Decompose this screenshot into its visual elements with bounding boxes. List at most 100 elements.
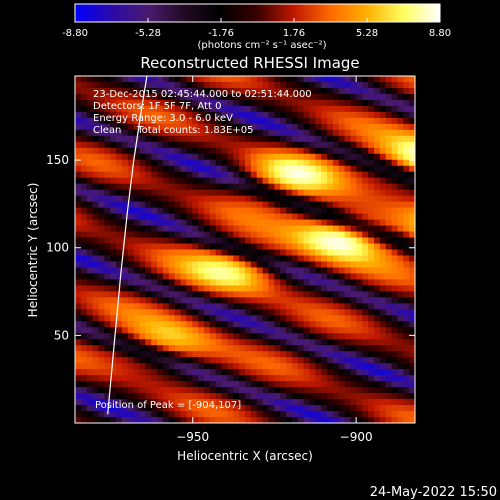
heatmap-cell — [350, 345, 357, 352]
heatmap-cell — [139, 369, 146, 376]
heatmap-cell — [110, 393, 117, 400]
heatmap-cell — [151, 363, 158, 370]
heatmap-cell — [315, 225, 322, 233]
heatmap-cell — [110, 291, 117, 298]
heatmap-cell — [139, 213, 146, 221]
heatmap-cell — [151, 369, 158, 376]
heatmap-cell — [157, 111, 164, 119]
heatmap-cell — [121, 135, 129, 143]
heatmap-cell — [338, 135, 346, 143]
heatmap-cell — [385, 411, 393, 418]
heatmap-cell — [104, 93, 111, 101]
heatmap-cell — [227, 213, 234, 221]
heatmap-cell — [338, 207, 346, 215]
heatmap-cell — [121, 159, 129, 167]
heatmap-cell — [309, 159, 316, 167]
heatmap-cell — [198, 123, 205, 131]
heatmap-cell — [315, 81, 322, 89]
heatmap-cell — [274, 309, 281, 316]
heatmap-cell — [127, 321, 135, 328]
heatmap-cell — [239, 309, 246, 316]
heatmap-cell — [344, 105, 352, 113]
heatmap-cell — [221, 417, 229, 423]
heatmap-cell — [315, 321, 322, 328]
heatmap-cell — [315, 291, 322, 298]
heatmap-cell — [379, 105, 387, 113]
heatmap-cell — [250, 297, 258, 304]
heatmap-cell — [373, 147, 381, 155]
heatmap-cell — [362, 369, 369, 376]
heatmap-cell — [356, 267, 363, 275]
heatmap-cell — [151, 297, 158, 304]
heatmap-cell — [397, 147, 404, 155]
heatmap-cell — [174, 399, 182, 406]
heatmap-cell — [356, 243, 363, 251]
heatmap-cell — [274, 105, 281, 113]
heatmap-cell — [239, 375, 246, 382]
heatmap-cell — [227, 141, 234, 149]
heatmap-cell — [274, 207, 281, 215]
heatmap-cell — [379, 243, 387, 251]
heatmap-cell — [98, 123, 105, 131]
heatmap-cell — [391, 417, 399, 423]
heatmap-cell — [350, 261, 357, 269]
heatmap-cell — [268, 363, 275, 370]
heatmap-cell — [92, 261, 100, 269]
heatmap-cell — [344, 237, 352, 245]
heatmap-cell — [385, 303, 393, 310]
heatmap-cell — [291, 231, 299, 239]
heatmap-cell — [139, 363, 146, 370]
heatmap-cell — [86, 267, 94, 275]
heatmap-cell — [75, 405, 82, 412]
heatmap-cell — [280, 309, 287, 316]
heatmap-cell — [116, 219, 123, 227]
heatmap-cell — [227, 321, 234, 328]
heatmap-cell — [151, 399, 158, 406]
heatmap-cell — [368, 303, 375, 310]
heatmap-cell — [297, 171, 305, 179]
heatmap-cell — [151, 231, 158, 239]
heatmap-cell — [280, 345, 287, 352]
heatmap-cell — [239, 237, 246, 245]
heatmap-cell — [116, 207, 123, 215]
heatmap-cell — [303, 76, 311, 83]
heatmap-cell — [250, 135, 258, 143]
heatmap-cell — [215, 201, 223, 209]
heatmap-cell — [239, 261, 246, 269]
heatmap-cell — [233, 99, 240, 107]
heatmap-cell — [157, 123, 164, 131]
heatmap-cell — [303, 135, 311, 143]
heatmap-cell — [362, 321, 369, 328]
heatmap-cell — [286, 351, 293, 358]
heatmap-cell — [256, 153, 264, 161]
heatmap-cell — [168, 315, 176, 322]
heatmap-cell — [139, 411, 146, 418]
heatmap-cell — [168, 243, 176, 251]
heatmap-cell — [209, 327, 217, 334]
heatmap-cell — [180, 243, 187, 251]
colorbar-tick-label: -1.76 — [208, 28, 234, 39]
heatmap-cell — [180, 351, 187, 358]
heatmap-cell — [162, 81, 170, 89]
heatmap-cell — [297, 375, 305, 382]
heatmap-cell — [379, 273, 387, 281]
info-method-counts: Clean Total counts: 1.83E+05 — [93, 125, 253, 136]
heatmap-cell — [280, 207, 287, 215]
heatmap-cell — [121, 339, 129, 346]
heatmap-cell — [221, 327, 229, 334]
heatmap-cell — [262, 261, 270, 269]
heatmap-cell — [145, 225, 152, 233]
heatmap-cell — [80, 201, 88, 209]
heatmap-cell — [80, 99, 88, 107]
heatmap-cell — [116, 345, 123, 352]
heatmap-cell — [104, 99, 111, 107]
heatmap-cell — [403, 285, 410, 292]
heatmap-cell — [162, 411, 170, 418]
heatmap-cell — [344, 189, 352, 197]
heatmap-cell — [145, 201, 152, 209]
heatmap-cell — [162, 255, 170, 263]
heatmap-cell — [168, 417, 176, 423]
heatmap-cell — [215, 417, 223, 423]
heatmap-cell — [215, 411, 223, 418]
heatmap-cell — [368, 411, 375, 418]
